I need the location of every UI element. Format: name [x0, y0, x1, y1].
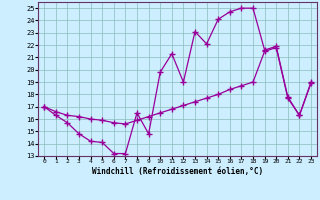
X-axis label: Windchill (Refroidissement éolien,°C): Windchill (Refroidissement éolien,°C) — [92, 167, 263, 176]
